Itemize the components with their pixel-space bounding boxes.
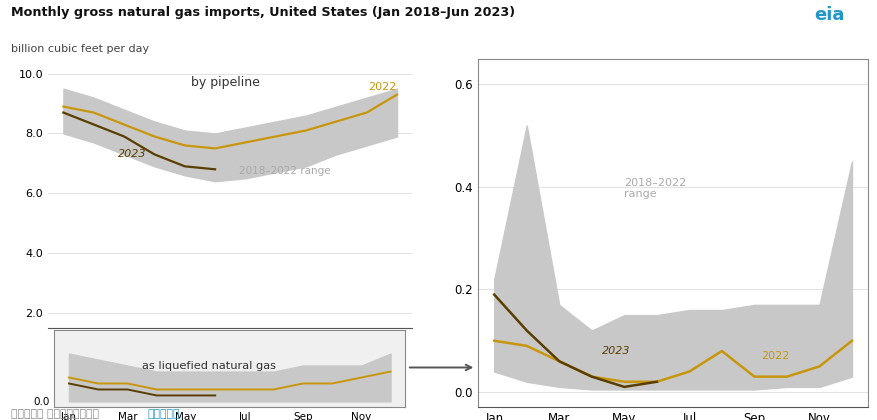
- Text: eia: eia: [814, 6, 845, 24]
- Text: 数据来源： 美国能源信息署，: 数据来源： 美国能源信息署，: [11, 409, 98, 419]
- Text: by pipeline: by pipeline: [191, 76, 260, 89]
- Text: 2022: 2022: [368, 82, 396, 92]
- Text: 2018–2022
range: 2018–2022 range: [624, 178, 687, 199]
- Text: Monthly gross natural gas imports, United States (Jan 2018–Jun 2023): Monthly gross natural gas imports, Unite…: [11, 6, 515, 19]
- Text: 2022: 2022: [761, 351, 789, 361]
- Text: 2018–2022 range: 2018–2022 range: [239, 166, 331, 176]
- Text: billion cubic feet per day: billion cubic feet per day: [11, 44, 148, 54]
- Text: as liquefied natural gas: as liquefied natural gas: [142, 360, 276, 370]
- Text: 2023: 2023: [118, 150, 146, 159]
- Text: 2023: 2023: [602, 346, 630, 356]
- Text: 天然气月刊: 天然气月刊: [147, 409, 180, 419]
